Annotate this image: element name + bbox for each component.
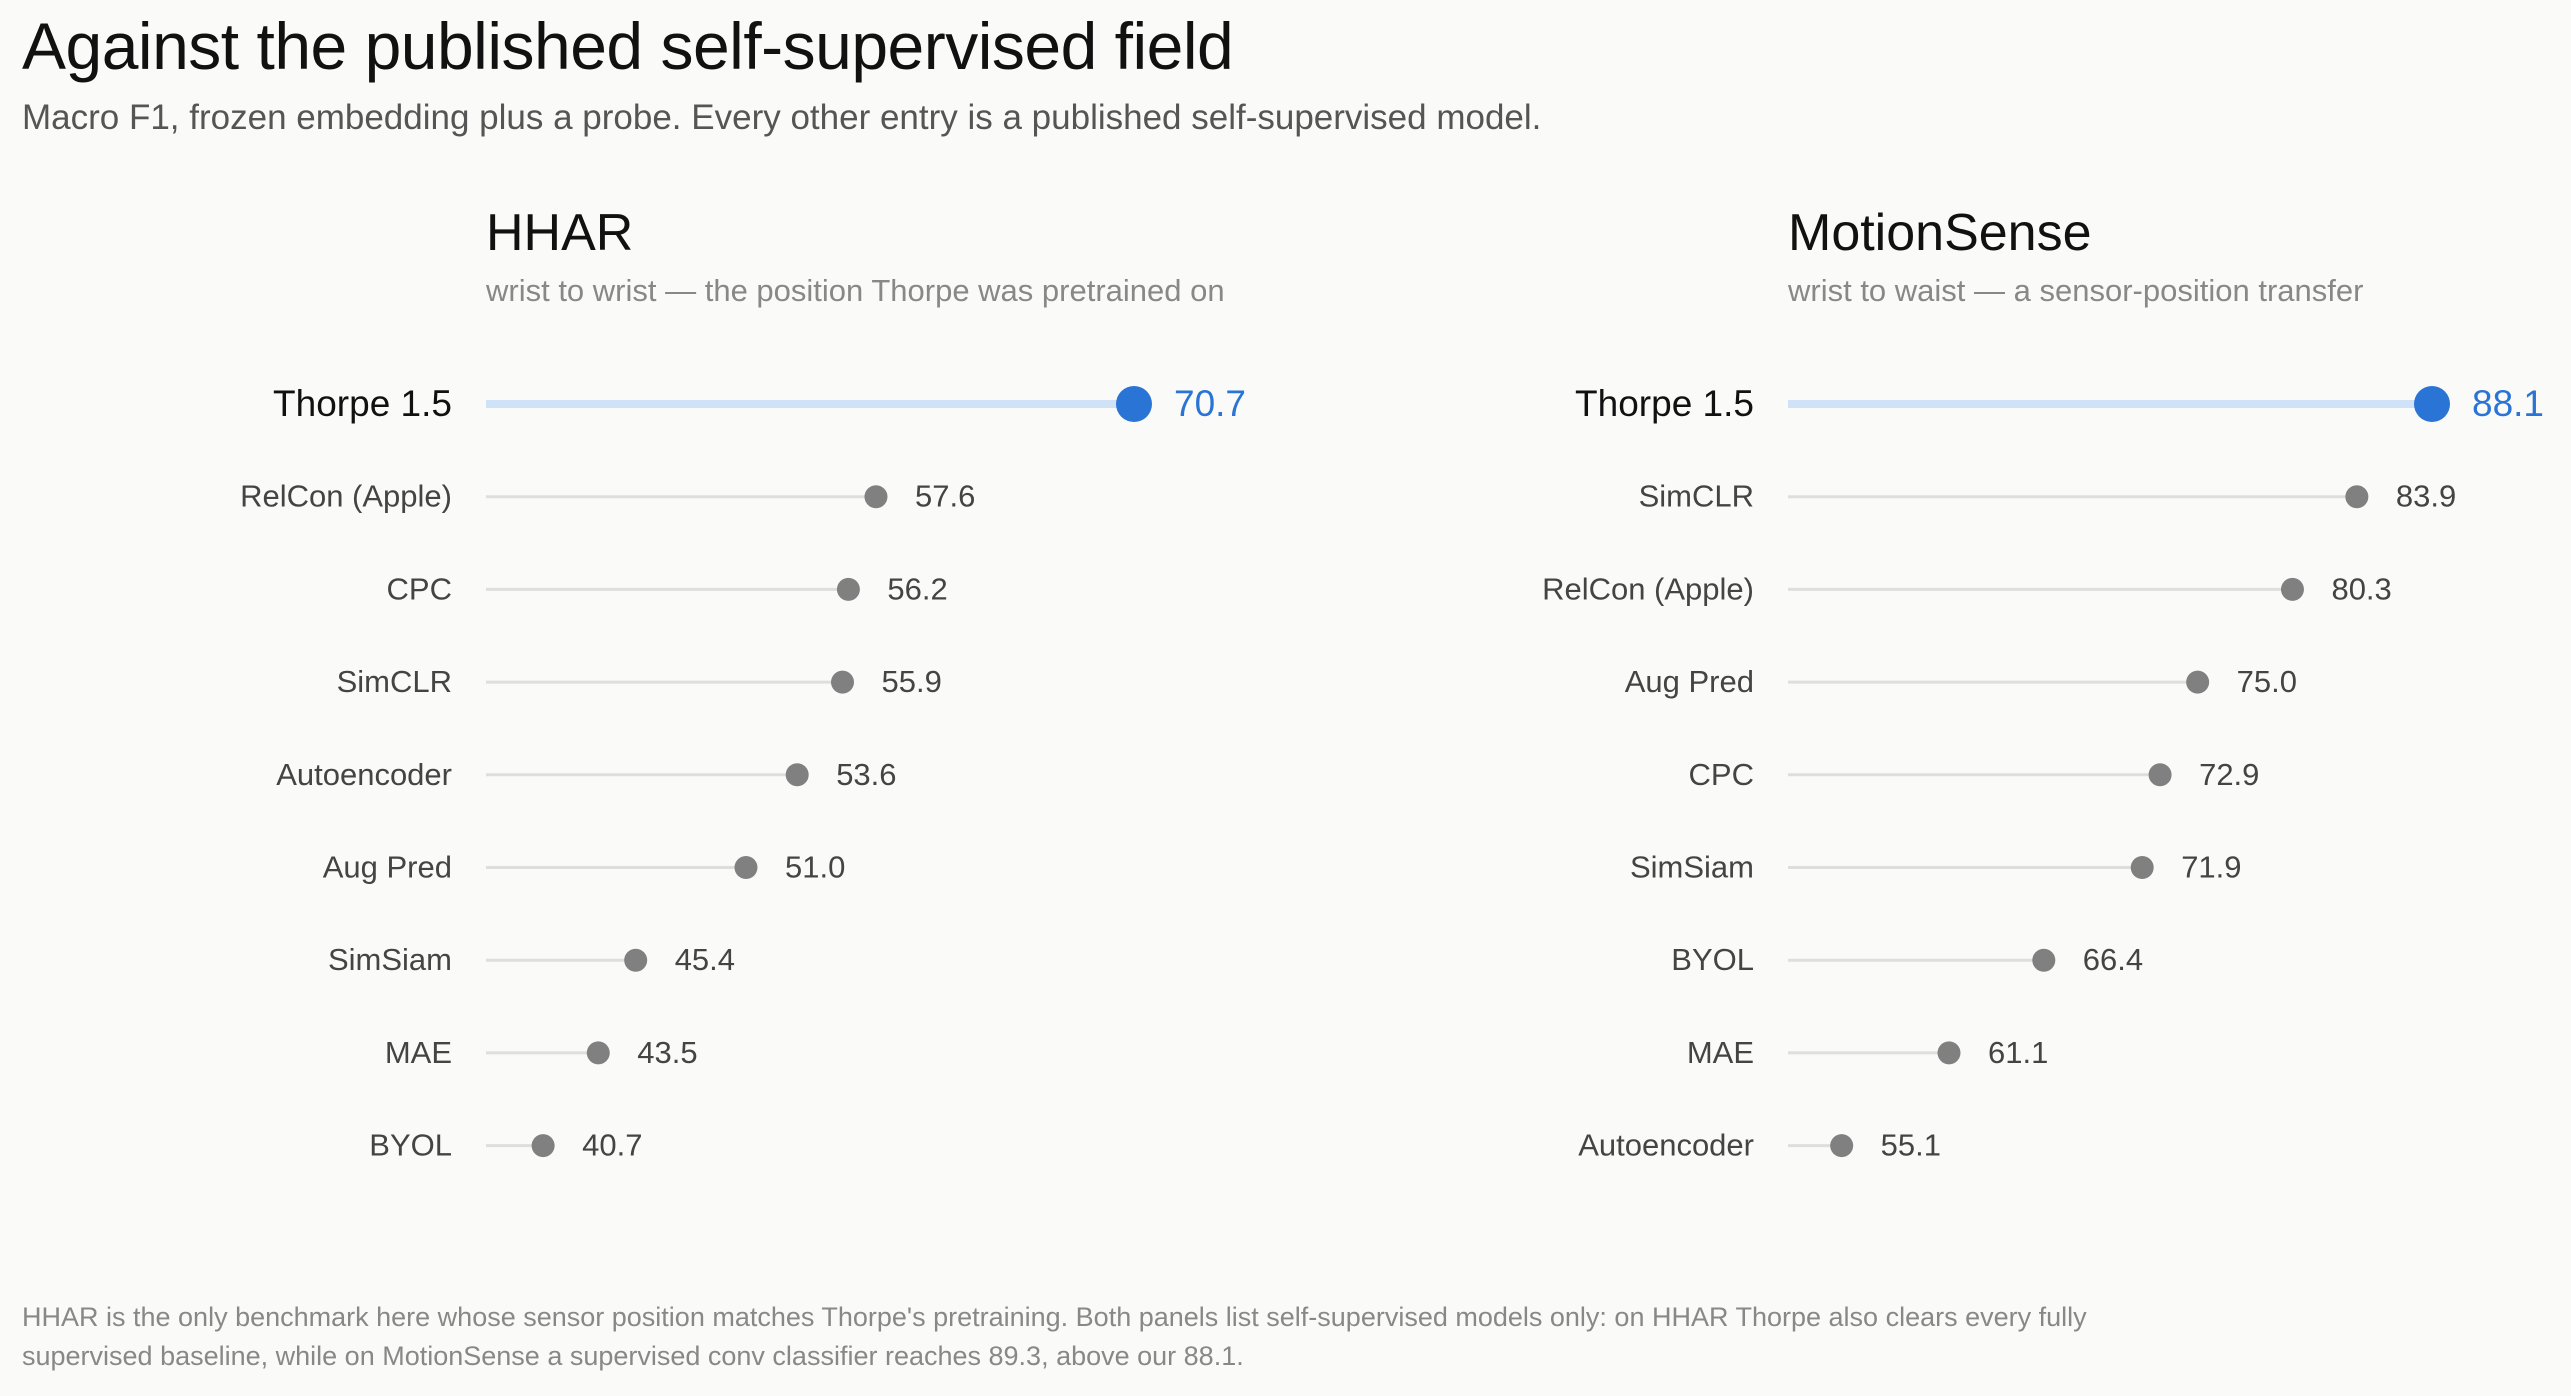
category-label: SimSiam — [1630, 850, 1754, 885]
chart-row: MAE 61.1 — [1687, 1035, 2049, 1070]
dot — [586, 1041, 610, 1065]
chart-row: BYOL 40.7 — [369, 1128, 642, 1163]
value-label: 66.4 — [2083, 942, 2143, 977]
dot — [830, 670, 854, 694]
value-label: 55.1 — [1881, 1128, 1941, 1163]
value-label: 40.7 — [582, 1128, 642, 1163]
category-label: Autoencoder — [276, 757, 452, 792]
chart-row: Aug Pred 75.0 — [1625, 664, 2297, 699]
panel-title: HHAR — [486, 204, 634, 262]
value-label: 55.9 — [881, 664, 941, 699]
category-label: Autoencoder — [1578, 1128, 1754, 1163]
category-label: CPC — [387, 571, 452, 606]
category-label: Aug Pred — [323, 850, 452, 885]
panel-title: MotionSense — [1788, 204, 2092, 262]
chart-row: Thorpe 1.5 88.1 — [1575, 383, 2544, 424]
category-label: CPC — [1689, 757, 1754, 792]
category-label: MAE — [385, 1035, 452, 1070]
category-label: BYOL — [369, 1128, 452, 1163]
dot — [1830, 1134, 1854, 1158]
chart-row: SimSiam 45.4 — [328, 942, 735, 977]
dot — [2345, 485, 2369, 509]
dot — [2148, 763, 2172, 787]
value-label: 57.6 — [915, 479, 975, 514]
value-label: 72.9 — [2199, 757, 2259, 792]
dot — [836, 577, 860, 601]
dot — [2130, 856, 2154, 879]
motionsense-lollipop-chart: Thorpe 1.5 88.1 SimCLR 83.9 RelCon (Apple) 80… — [1542, 383, 2544, 1163]
chart-row: SimCLR 55.9 — [337, 664, 942, 699]
category-label: Thorpe 1.5 — [1575, 383, 1754, 424]
dot — [2186, 670, 2210, 694]
panel-subtitle: wrist to waist — a sensor-position trans… — [1788, 273, 2364, 308]
chart-row: RelCon (Apple) 57.6 — [240, 479, 975, 514]
footnote: HHAR is the only benchmark here whose se… — [22, 1302, 2087, 1371]
value-label: 45.4 — [675, 942, 735, 977]
value-label: 51.0 — [785, 850, 845, 885]
dot — [785, 763, 809, 787]
category-label: SimSiam — [328, 942, 452, 977]
highlight-dot — [1116, 386, 1152, 422]
dot — [734, 856, 758, 879]
dot — [624, 948, 648, 972]
category-label: SimCLR — [1639, 479, 1754, 514]
chart-row: Thorpe 1.5 70.7 — [273, 383, 1246, 424]
value-label: 88.1 — [2472, 383, 2544, 424]
chart-row: Aug Pred 51.0 — [323, 850, 846, 885]
category-label: Thorpe 1.5 — [273, 383, 452, 424]
motionsense-panel: MotionSense wrist to waist — a sensor-po… — [1300, 0, 2571, 1396]
hhar-lollipop-chart: Thorpe 1.5 70.7 RelCon (Apple) 57.6 CPC 56.2 S… — [240, 383, 1246, 1163]
chart-row: SimCLR 83.9 — [1639, 479, 2457, 514]
dot — [2032, 948, 2056, 972]
panel-subtitle: wrist to wrist — the position Thorpe was… — [486, 273, 1225, 308]
category-label: MAE — [1687, 1035, 1754, 1070]
page-title: Against the published self-supervised fi… — [22, 9, 1234, 83]
value-label: 80.3 — [2331, 571, 2391, 606]
value-label: 83.9 — [2396, 479, 2456, 514]
chart-row: CPC 56.2 — [387, 571, 948, 606]
category-label: Aug Pred — [1625, 664, 1754, 699]
chart-row: MAE 43.5 — [385, 1035, 698, 1070]
dot — [1937, 1041, 1961, 1065]
category-label: BYOL — [1671, 942, 1754, 977]
chart-row: Autoencoder 53.6 — [276, 757, 896, 792]
value-label: 75.0 — [2237, 664, 2297, 699]
page-subtitle: Macro F1, frozen embedding plus a probe.… — [22, 98, 1542, 137]
category-label: SimCLR — [337, 664, 452, 699]
value-label: 71.9 — [2181, 850, 2241, 885]
value-label: 56.2 — [887, 571, 947, 606]
chart-row: SimSiam 71.9 — [1630, 850, 2242, 885]
category-label: RelCon (Apple) — [240, 479, 452, 514]
hhar-panel: HHAR wrist to wrist — the position Thorp… — [240, 204, 1246, 1163]
value-label: 61.1 — [1988, 1035, 2048, 1070]
chart-row: CPC 72.9 — [1689, 757, 2260, 792]
dot — [2280, 577, 2304, 601]
value-label: 70.7 — [1174, 383, 1246, 424]
chart-row: Autoencoder 55.1 — [1578, 1128, 1941, 1163]
highlight-dot — [2414, 386, 2450, 422]
category-label: RelCon (Apple) — [1542, 571, 1754, 606]
dot — [531, 1134, 555, 1158]
value-label: 43.5 — [637, 1035, 697, 1070]
chart-row: BYOL 66.4 — [1671, 942, 2143, 977]
dot — [864, 485, 888, 509]
chart-row: RelCon (Apple) 80.3 — [1542, 571, 2392, 606]
value-label: 53.6 — [836, 757, 896, 792]
